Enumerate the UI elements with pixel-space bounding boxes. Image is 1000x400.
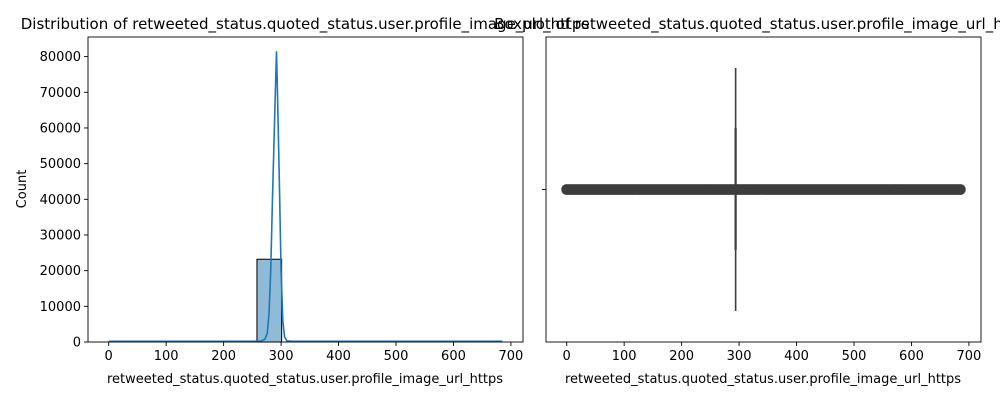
histogram-title: Distribution of retweeted_status.quoted_… [21,15,590,34]
histogram-y-tick-label: 60000 [40,121,81,136]
histogram-panel: Distribution of retweeted_status.quoted_… [15,15,589,387]
histogram-y-tick-label: 40000 [40,193,81,208]
boxplot-x-tick-label: 700 [957,349,982,364]
histogram-x-tick-label: 700 [499,349,524,364]
histogram-y-tick-label: 20000 [40,264,81,279]
histogram-x-tick-label: 100 [154,349,179,364]
histogram-axes-frame [87,36,524,343]
histogram-x-tick-label: 400 [326,349,351,364]
histogram-y-tick-label: 10000 [40,300,81,315]
boxplot-x-tick-label: 500 [842,349,867,364]
boxplot-plot-area: 0 100 200 300 400 500 600 700 [542,36,982,364]
boxplot-x-tick-label: 300 [727,349,752,364]
histogram-x-tick-label: 600 [441,349,466,364]
boxplot-x-tick-label: 400 [784,349,809,364]
histogram-y-tick-label: 50000 [40,157,81,172]
histogram-x-axis-label: retweeted_status.quoted_status.user.prof… [107,372,503,387]
boxplot-x-tick-label: 200 [669,349,694,364]
kde-line [108,51,503,343]
boxplot-panel: Boxplot of retweeted_status.quoted_statu… [494,15,1000,387]
boxplot-outlier [954,184,966,195]
histogram-x-tick-label: 0 [105,349,113,364]
histogram-y-axis-label: Count [15,170,30,209]
histogram-y-tick-label: 0 [73,336,81,351]
boxplot-x-axis-label: retweeted_status.quoted_status.user.prof… [565,372,961,387]
histogram-y-tick-label: 30000 [40,228,81,243]
boxplot-title: Boxplot of retweeted_status.quoted_statu… [494,15,1000,34]
histogram-x-tick-label: 300 [269,349,294,364]
histogram-x-tick-label: 500 [384,349,409,364]
histogram-x-tick-label: 200 [211,349,236,364]
boxplot-x-tick-label: 600 [899,349,924,364]
boxplot-x-tick-label: 100 [612,349,637,364]
histogram-y-tick-label: 80000 [40,50,81,65]
histogram-plot-area: 0 100 200 300 400 500 600 700 0 10000 20000 30000 40… [40,36,524,364]
boxplot-x-tick-label: 0 [563,349,571,364]
histogram-y-tick-label: 70000 [40,86,81,101]
